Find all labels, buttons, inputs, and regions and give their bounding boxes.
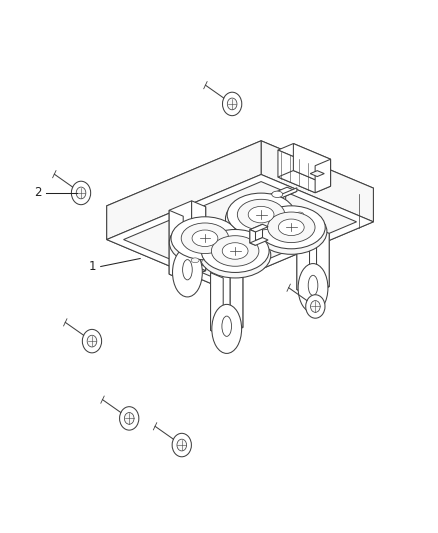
Ellipse shape xyxy=(226,196,297,241)
Circle shape xyxy=(311,301,320,312)
Ellipse shape xyxy=(222,243,248,259)
Polygon shape xyxy=(183,207,206,280)
Polygon shape xyxy=(250,230,255,245)
Polygon shape xyxy=(250,238,268,245)
Ellipse shape xyxy=(173,248,202,297)
Polygon shape xyxy=(211,273,223,336)
Polygon shape xyxy=(315,159,331,193)
Ellipse shape xyxy=(222,316,232,336)
Polygon shape xyxy=(250,224,268,232)
Polygon shape xyxy=(169,211,183,280)
Ellipse shape xyxy=(248,206,274,223)
Polygon shape xyxy=(211,322,243,336)
Circle shape xyxy=(124,413,134,424)
Circle shape xyxy=(172,433,191,457)
Polygon shape xyxy=(266,188,297,204)
Ellipse shape xyxy=(296,212,304,217)
Polygon shape xyxy=(169,265,206,280)
Circle shape xyxy=(227,98,237,110)
Circle shape xyxy=(87,335,97,347)
Ellipse shape xyxy=(268,212,315,243)
Polygon shape xyxy=(297,228,317,289)
Circle shape xyxy=(120,407,139,430)
Polygon shape xyxy=(278,143,331,166)
Circle shape xyxy=(76,187,86,199)
Ellipse shape xyxy=(258,206,325,249)
Polygon shape xyxy=(211,264,230,330)
Polygon shape xyxy=(278,150,315,193)
Polygon shape xyxy=(124,182,357,280)
Ellipse shape xyxy=(298,263,328,312)
Polygon shape xyxy=(317,228,329,287)
Text: 1: 1 xyxy=(89,260,96,273)
Polygon shape xyxy=(107,141,373,253)
Polygon shape xyxy=(107,206,219,287)
Polygon shape xyxy=(297,236,310,295)
Circle shape xyxy=(71,181,91,205)
Polygon shape xyxy=(223,270,243,336)
Ellipse shape xyxy=(279,219,304,236)
Ellipse shape xyxy=(256,209,327,254)
Circle shape xyxy=(177,439,187,451)
Polygon shape xyxy=(261,141,373,222)
Circle shape xyxy=(82,329,102,353)
Polygon shape xyxy=(230,264,243,327)
Polygon shape xyxy=(310,233,329,295)
Ellipse shape xyxy=(293,210,307,219)
Text: 2: 2 xyxy=(34,187,42,199)
Ellipse shape xyxy=(183,260,192,280)
Polygon shape xyxy=(107,174,373,287)
Polygon shape xyxy=(219,188,373,287)
Ellipse shape xyxy=(237,199,285,230)
Polygon shape xyxy=(169,201,192,274)
Ellipse shape xyxy=(199,232,271,278)
Polygon shape xyxy=(293,143,331,186)
Ellipse shape xyxy=(227,193,295,236)
Polygon shape xyxy=(297,281,329,295)
Ellipse shape xyxy=(170,220,240,265)
Polygon shape xyxy=(261,189,286,222)
Ellipse shape xyxy=(171,217,239,260)
Ellipse shape xyxy=(192,230,218,247)
Ellipse shape xyxy=(201,230,269,272)
Polygon shape xyxy=(250,224,262,243)
Ellipse shape xyxy=(191,258,199,263)
Polygon shape xyxy=(256,187,297,204)
Circle shape xyxy=(306,295,325,318)
Ellipse shape xyxy=(181,223,229,254)
Circle shape xyxy=(223,92,242,116)
Ellipse shape xyxy=(308,275,318,295)
Polygon shape xyxy=(278,171,331,193)
Ellipse shape xyxy=(272,191,283,198)
Polygon shape xyxy=(107,141,261,239)
Ellipse shape xyxy=(188,256,202,265)
Ellipse shape xyxy=(212,236,259,266)
Polygon shape xyxy=(310,171,324,176)
Ellipse shape xyxy=(212,304,242,353)
Polygon shape xyxy=(192,201,206,271)
Polygon shape xyxy=(241,211,286,235)
